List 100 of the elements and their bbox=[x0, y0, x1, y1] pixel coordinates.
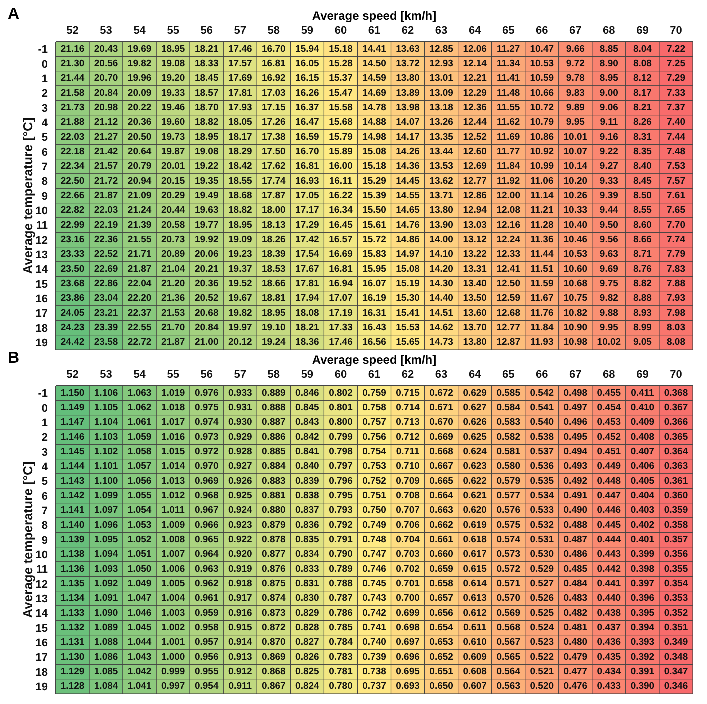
data-label: 7.40 bbox=[666, 117, 686, 128]
data-label: 16.05 bbox=[296, 58, 320, 70]
data-label: 15.18 bbox=[362, 161, 386, 172]
y-tick-label: 3 bbox=[42, 446, 48, 459]
data-label: 0.405 bbox=[630, 476, 656, 487]
data-label: 0.447 bbox=[597, 490, 622, 502]
data-label: 21.87 bbox=[161, 337, 186, 348]
data-label: 16.93 bbox=[296, 176, 320, 187]
data-label: 20.01 bbox=[161, 161, 186, 172]
data-label: 7.57 bbox=[666, 176, 686, 187]
data-label: 21.73 bbox=[60, 102, 85, 114]
data-label: 0.876 bbox=[262, 564, 286, 575]
data-label: 0.703 bbox=[396, 549, 420, 560]
data-label: 19.67 bbox=[228, 293, 252, 304]
data-label: 1.132 bbox=[60, 622, 85, 634]
data-label: 11.06 bbox=[530, 176, 554, 187]
data-label: 0.521 bbox=[530, 666, 555, 678]
data-label: 0.745 bbox=[362, 578, 388, 590]
data-label: 21.88 bbox=[60, 117, 85, 128]
data-label: 0.436 bbox=[597, 637, 622, 648]
data-label: 0.828 bbox=[296, 622, 320, 634]
data-label: 12.59 bbox=[496, 293, 520, 304]
data-label: 16.81 bbox=[296, 161, 320, 172]
data-label: 10.99 bbox=[530, 161, 554, 172]
data-label: 0.493 bbox=[564, 461, 588, 472]
data-label: 21.58 bbox=[60, 88, 85, 99]
data-label: 0.792 bbox=[329, 520, 353, 531]
data-label: 16.59 bbox=[296, 132, 320, 143]
data-label: 21.71 bbox=[128, 249, 152, 260]
data-label: 0.442 bbox=[597, 564, 622, 575]
data-label: 9.88 bbox=[600, 308, 618, 319]
data-label: 0.355 bbox=[664, 564, 689, 575]
data-label: 20.29 bbox=[161, 190, 186, 202]
y-tick-label: 13 bbox=[36, 594, 48, 606]
data-label: 1.100 bbox=[94, 476, 118, 487]
data-label: 0.652 bbox=[430, 652, 454, 663]
data-label: 0.359 bbox=[664, 505, 688, 516]
y-tick-label: 13 bbox=[36, 250, 48, 262]
data-label: 20.36 bbox=[194, 278, 219, 290]
data-label: 17.46 bbox=[228, 44, 252, 55]
data-label: 0.751 bbox=[362, 490, 388, 502]
data-label: 17.46 bbox=[329, 337, 353, 348]
x-tick-label: 70 bbox=[670, 369, 682, 381]
y-tick-label: 12 bbox=[36, 578, 48, 591]
data-label: 13.22 bbox=[463, 249, 487, 260]
data-label: 1.009 bbox=[161, 520, 186, 531]
data-label: 0.443 bbox=[597, 549, 622, 560]
data-label: 14.76 bbox=[396, 220, 420, 231]
data-label: 24.05 bbox=[60, 308, 86, 319]
data-label: 8.04 bbox=[633, 44, 653, 55]
data-label: 0.889 bbox=[262, 388, 286, 399]
data-label: 20.89 bbox=[161, 249, 186, 260]
data-label: 13.53 bbox=[430, 161, 454, 172]
data-label: 0.538 bbox=[530, 432, 554, 443]
data-label: 0.476 bbox=[564, 681, 588, 692]
data-label: 0.868 bbox=[262, 666, 286, 678]
data-label: 0.931 bbox=[228, 402, 253, 414]
x-tick-label: 56 bbox=[200, 25, 213, 37]
data-label: 0.788 bbox=[329, 578, 353, 590]
data-label: 0.626 bbox=[463, 417, 487, 428]
data-label: 11.27 bbox=[496, 44, 520, 55]
y-tick-label: 8 bbox=[42, 176, 48, 188]
data-label: 23.39 bbox=[94, 322, 118, 334]
data-label: 1.147 bbox=[60, 417, 85, 428]
data-label: 23.50 bbox=[60, 264, 85, 275]
data-label: 1.138 bbox=[60, 549, 85, 560]
y-tick-label: 7 bbox=[42, 162, 48, 174]
data-label: 20.52 bbox=[194, 293, 219, 304]
data-label: 12.16 bbox=[496, 220, 520, 231]
data-label: 13.35 bbox=[430, 132, 454, 143]
data-label: 0.402 bbox=[630, 520, 655, 531]
data-label: 0.451 bbox=[597, 446, 622, 458]
data-label: 12.29 bbox=[463, 88, 487, 99]
data-label: 13.40 bbox=[463, 278, 487, 290]
data-label: 0.784 bbox=[329, 637, 354, 648]
data-label: 1.045 bbox=[128, 622, 152, 634]
data-label: 0.918 bbox=[228, 578, 252, 590]
data-label: 14.50 bbox=[362, 58, 386, 70]
x-tick-label: 69 bbox=[636, 369, 649, 381]
data-label: 0.970 bbox=[194, 461, 219, 472]
data-label: 1.128 bbox=[60, 681, 85, 692]
data-label: 0.398 bbox=[630, 564, 655, 575]
data-label: 0.830 bbox=[296, 593, 320, 604]
data-label: 20.06 bbox=[194, 249, 219, 260]
data-label: 9.66 bbox=[566, 44, 585, 55]
data-label: 0.886 bbox=[262, 432, 286, 443]
x-tick-label: 67 bbox=[570, 369, 582, 381]
data-label: 11.14 bbox=[530, 190, 554, 202]
y-tick-label: 4 bbox=[42, 118, 49, 130]
data-label: 0.836 bbox=[296, 520, 320, 531]
data-label: 11.84 bbox=[530, 322, 554, 334]
data-label: 0.955 bbox=[194, 666, 220, 678]
data-label: 0.354 bbox=[664, 578, 689, 590]
data-label: 21.53 bbox=[161, 308, 186, 319]
data-label: 11.28 bbox=[530, 220, 554, 231]
data-label: 11.44 bbox=[530, 249, 554, 260]
data-label: 0.576 bbox=[496, 505, 520, 516]
data-label: 15.18 bbox=[329, 44, 353, 55]
data-label: 0.797 bbox=[329, 461, 353, 472]
y-axis-title: Average temperature [°C] bbox=[20, 118, 36, 274]
